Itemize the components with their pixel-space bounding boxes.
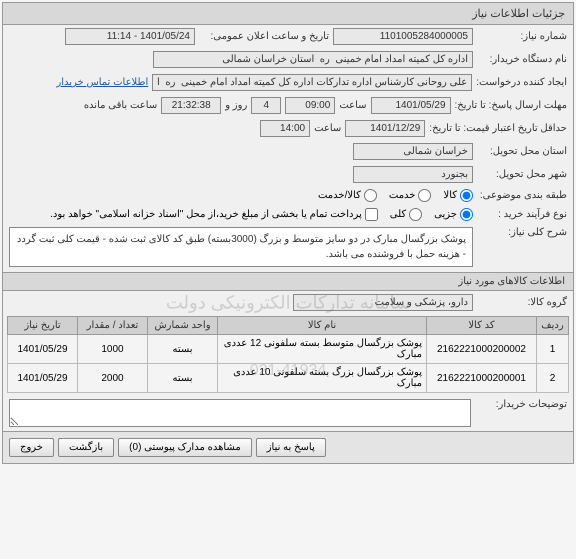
deadline-days-field: [251, 97, 281, 114]
button-bar: پاسخ به نیاز مشاهده مدارک پیوستی (0) باز…: [3, 431, 573, 463]
validity-label: حداقل تاریخ اعتبار قیمت: تا تاریخ:: [429, 123, 567, 134]
col-name: نام کالا: [218, 317, 427, 335]
radio-both[interactable]: کالا/خدمت: [318, 189, 377, 202]
col-row: ردیف: [537, 317, 569, 335]
category-label: طبقه بندی موضوعی:: [477, 190, 567, 201]
buyer-org-field: [153, 51, 473, 68]
row-goods-group: گروه کالا: سامانه تدارکات الکترونیکی دول…: [3, 291, 573, 314]
buy-type-radio-group: جزیی کلی: [390, 208, 473, 221]
col-code: کد کالا: [427, 317, 537, 335]
category-radio-group: کالا خدمت کالا/خدمت: [318, 189, 473, 202]
row-deadline: مهلت ارسال پاسخ: تا تاریخ: ساعت روز و سا…: [3, 94, 573, 117]
col-qty: تعداد / مقدار: [78, 317, 148, 335]
goods-group-field: [293, 294, 473, 311]
panel-title: جزئیات اطلاعات نیاز: [3, 3, 573, 25]
deadline-date-field: [371, 97, 451, 114]
back-button[interactable]: بازگشت: [58, 438, 114, 457]
buyer-notes-field[interactable]: [9, 399, 471, 427]
province-field: [353, 143, 473, 160]
radio-jozi-input[interactable]: [460, 208, 473, 221]
desc-label: شرح کلی نیاز:: [477, 227, 567, 238]
buyer-notes-label: توضیحات خریدار:: [477, 399, 567, 410]
row-buyer-org: نام دستگاه خریدار:: [3, 48, 573, 71]
need-number-label: شماره نیاز:: [477, 31, 567, 42]
radio-koli-input[interactable]: [409, 208, 422, 221]
saat-label-2: ساعت: [314, 123, 341, 134]
countdown-field: [161, 97, 221, 114]
row-description: شرح کلی نیاز: پوشک بزرگسال مبارک در دو س…: [3, 224, 573, 270]
city-label: شهر محل تحویل:: [477, 169, 567, 180]
city-field: [353, 166, 473, 183]
radio-both-input[interactable]: [364, 189, 377, 202]
radio-kala-input[interactable]: [460, 189, 473, 202]
exit-button[interactable]: خروج: [9, 438, 54, 457]
row-validity: حداقل تاریخ اعتبار قیمت: تا تاریخ: ساعت: [3, 117, 573, 140]
rooz-label: روز و: [225, 100, 247, 111]
validity-time-field: [260, 120, 310, 137]
buy-type-label: نوع فرآیند خرید :: [477, 209, 567, 220]
remain-label: ساعت باقی مانده: [84, 100, 157, 111]
deadline-label: مهلت ارسال پاسخ: تا تاریخ:: [455, 100, 567, 111]
announce-date-field: [65, 28, 195, 45]
requester-label: ایجاد کننده درخواست:: [476, 77, 567, 88]
reply-button[interactable]: پاسخ به نیاز: [256, 438, 326, 457]
desc-box: پوشک بزرگسال مبارک در دو سایز متوسط و بز…: [9, 227, 473, 267]
province-label: استان محل تحویل:: [477, 146, 567, 157]
radio-jozi[interactable]: جزیی: [434, 208, 473, 221]
goods-group-label: گروه کالا:: [477, 297, 567, 308]
row-need-number: شماره نیاز: تاریخ و ساعت اعلان عمومی:: [3, 25, 573, 48]
table-row[interactable]: 1 2162221000200002 پوشک بزرگسال متوسط بس…: [8, 335, 569, 364]
deadline-time-field: [285, 97, 335, 114]
row-city: شهر محل تحویل:: [3, 163, 573, 186]
buyer-org-label: نام دستگاه خریدار:: [477, 54, 567, 65]
need-number-field: [333, 28, 473, 45]
row-requester: ایجاد کننده درخواست: اطلاعات تماس خریدار: [3, 71, 573, 94]
radio-koli[interactable]: کلی: [390, 208, 422, 221]
radio-kala[interactable]: کالا: [443, 189, 473, 202]
goods-table: ردیف کد کالا نام کالا واحد شمارش تعداد /…: [7, 316, 569, 393]
checkbox-payment-input[interactable]: [365, 208, 378, 221]
validity-date-field: [345, 120, 425, 137]
row-province: استان محل تحویل:: [3, 140, 573, 163]
goods-header: اطلاعات کالاهای مورد نیاز: [3, 272, 573, 291]
checkbox-payment[interactable]: پرداخت تمام یا بخشی از مبلغ خرید،از محل …: [50, 208, 378, 221]
row-category: طبقه بندی موضوعی: کالا خدمت کالا/خدمت: [3, 186, 573, 205]
contact-link[interactable]: اطلاعات تماس خریدار: [56, 77, 148, 88]
need-details-panel: جزئیات اطلاعات نیاز شماره نیاز: تاریخ و …: [2, 2, 574, 464]
radio-khedmat-input[interactable]: [418, 189, 431, 202]
row-buy-type: نوع فرآیند خرید : جزیی کلی پرداخت تمام ی…: [3, 205, 573, 224]
col-date: تاریخ نیاز: [8, 317, 78, 335]
row-buyer-notes: توضیحات خریدار:: [3, 395, 573, 431]
radio-khedmat[interactable]: خدمت: [389, 189, 432, 202]
announce-date-label: تاریخ و ساعت اعلان عمومی:: [199, 31, 329, 42]
table-header-row: ردیف کد کالا نام کالا واحد شمارش تعداد /…: [8, 317, 569, 335]
goods-table-wrapper: ردیف کد کالا نام کالا واحد شمارش تعداد /…: [3, 314, 573, 395]
table-row[interactable]: 2 2162221000200001 پوشک بزرگسال بزرگ بست…: [8, 364, 569, 393]
requester-field: [152, 74, 472, 91]
col-unit: واحد شمارش: [148, 317, 218, 335]
saat-label-1: ساعت: [339, 100, 366, 111]
attachments-button[interactable]: مشاهده مدارک پیوستی (0): [118, 438, 252, 457]
